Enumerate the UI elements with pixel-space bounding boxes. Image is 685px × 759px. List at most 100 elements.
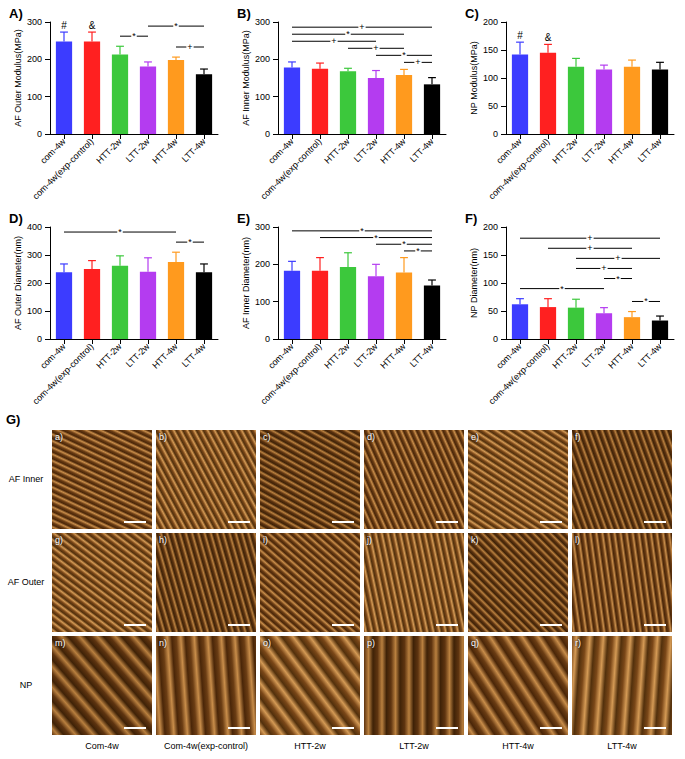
svg-text:*: * — [402, 239, 406, 249]
svg-text:LTT-4w: LTT-4w — [180, 341, 208, 369]
svg-text:#: # — [517, 30, 523, 41]
svg-text:LTT-4w: LTT-4w — [636, 341, 664, 369]
svg-text:200: 200 — [483, 17, 498, 27]
html-text:NP: NP — [19, 679, 33, 690]
html-text:G): G) — [6, 412, 21, 427]
svg-text:+: + — [187, 42, 192, 52]
svg-text:*: * — [374, 233, 378, 243]
svg-text:+: + — [587, 233, 592, 243]
svg-text:*: * — [402, 50, 406, 60]
svg-text:+: + — [415, 57, 420, 67]
svg-text:*: * — [560, 284, 564, 294]
svg-text:LTT-2w: LTT-2w — [352, 136, 380, 164]
svg-text:LTT-2w: LTT-2w — [352, 341, 380, 369]
svg-text:A): A) — [9, 6, 23, 21]
svg-text:200: 200 — [255, 54, 270, 64]
svg-text:HTT-2w: HTT-2w — [94, 341, 124, 371]
svg-text:LTT-2w: LTT-2w — [124, 136, 152, 164]
svg-text:200: 200 — [255, 259, 270, 269]
svg-text:150: 150 — [483, 250, 498, 260]
svg-text:0: 0 — [265, 129, 270, 139]
svg-text:HTT-2w: HTT-2w — [322, 136, 352, 166]
svg-text:F): F) — [465, 211, 477, 226]
html-text:m): m) — [55, 638, 66, 648]
svg-text:*: * — [644, 296, 648, 306]
svg-text:LTT-4w: LTT-4w — [180, 136, 208, 164]
svg-text:0: 0 — [37, 129, 42, 139]
svg-text:B): B) — [237, 6, 251, 21]
svg-text:LTT-4w: LTT-4w — [408, 136, 436, 164]
svg-text:com-4w(exp-control): com-4w(exp-control) — [487, 341, 552, 406]
svg-text:100: 100 — [483, 278, 498, 288]
svg-text:#: # — [61, 20, 67, 31]
svg-text:*: * — [346, 29, 350, 39]
svg-text:AF Inner Diameter(nm): AF Inner Diameter(nm) — [241, 237, 251, 329]
svg-text:+: + — [601, 263, 606, 273]
svg-text:HTT-4w: HTT-4w — [150, 136, 180, 166]
svg-text:+: + — [587, 243, 592, 253]
svg-text:100: 100 — [255, 92, 270, 102]
svg-text:AF Outer Diameter(nm): AF Outer Diameter(nm) — [13, 236, 23, 330]
svg-text:HTT-4w: HTT-4w — [150, 341, 180, 371]
svg-text:0: 0 — [493, 334, 498, 344]
svg-text:HTT-4w: HTT-4w — [606, 136, 636, 166]
svg-text:*: * — [118, 227, 122, 237]
svg-text:LTT-2w: LTT-2w — [580, 341, 608, 369]
svg-text:200: 200 — [27, 278, 42, 288]
svg-text:0: 0 — [265, 334, 270, 344]
svg-text:E): E) — [237, 211, 250, 226]
svg-text:*: * — [416, 246, 420, 256]
svg-text:300: 300 — [27, 17, 42, 27]
svg-text:*: * — [174, 21, 178, 31]
svg-text:+: + — [373, 43, 378, 53]
svg-text:NP Diameter(nm): NP Diameter(nm) — [469, 248, 479, 318]
svg-text:300: 300 — [255, 222, 270, 232]
svg-text:+: + — [331, 36, 336, 46]
svg-text:*: * — [616, 274, 620, 284]
svg-text:300: 300 — [27, 250, 42, 260]
svg-text:LTT-4w: LTT-4w — [408, 341, 436, 369]
svg-text:HTT-2w: HTT-2w — [550, 341, 580, 371]
svg-text:+: + — [359, 22, 364, 32]
svg-text:LTT-4w: LTT-4w — [636, 136, 664, 164]
svg-text:50: 50 — [488, 306, 498, 316]
svg-text:150: 150 — [483, 45, 498, 55]
svg-text:LTT-2w: LTT-2w — [124, 341, 152, 369]
html-text:AF Outer: AF Outer — [7, 576, 45, 587]
svg-text:AF Inner Modulus(MPa): AF Inner Modulus(MPa) — [241, 30, 251, 126]
svg-text:HTT-4w: HTT-4w — [378, 341, 408, 371]
svg-text:HTT-2w: HTT-2w — [550, 136, 580, 166]
svg-text:AF Outer Modulus(MPa): AF Outer Modulus(MPa) — [13, 29, 23, 127]
svg-text:D): D) — [9, 211, 23, 226]
svg-text:+: + — [615, 253, 620, 263]
svg-text:*: * — [360, 226, 364, 236]
svg-text:50: 50 — [488, 101, 498, 111]
svg-text:C): C) — [465, 6, 479, 21]
svg-text:&: & — [545, 32, 552, 43]
svg-text:*: * — [188, 237, 192, 247]
svg-text:300: 300 — [255, 17, 270, 27]
svg-text:0: 0 — [37, 334, 42, 344]
svg-text:200: 200 — [27, 54, 42, 64]
svg-text:HTT-2w: HTT-2w — [94, 136, 124, 166]
svg-text:100: 100 — [27, 306, 42, 316]
svg-text:&: & — [89, 20, 96, 31]
svg-text:100: 100 — [27, 92, 42, 102]
svg-text:com-4w(exp-control): com-4w(exp-control) — [31, 136, 96, 201]
svg-text:LTT-2w: LTT-2w — [580, 136, 608, 164]
svg-text:100: 100 — [255, 297, 270, 307]
svg-text:HTT-4w: HTT-4w — [378, 136, 408, 166]
svg-text:HTT-4w: HTT-4w — [606, 341, 636, 371]
svg-text:com-4w(exp-control): com-4w(exp-control) — [259, 341, 324, 406]
svg-text:200: 200 — [483, 222, 498, 232]
svg-text:com-4w(exp-control): com-4w(exp-control) — [31, 341, 96, 406]
svg-text:400: 400 — [27, 222, 42, 232]
svg-text:0: 0 — [493, 129, 498, 139]
svg-text:NP Modulus(MPa): NP Modulus(MPa) — [469, 41, 479, 114]
svg-text:100: 100 — [483, 73, 498, 83]
svg-text:*: * — [132, 31, 136, 41]
svg-text:com-4w(exp-control): com-4w(exp-control) — [259, 136, 324, 201]
svg-text:HTT-2w: HTT-2w — [322, 341, 352, 371]
html-text:AF Inner: AF Inner — [8, 473, 44, 484]
svg-text:com-4w(exp-control): com-4w(exp-control) — [487, 136, 552, 201]
